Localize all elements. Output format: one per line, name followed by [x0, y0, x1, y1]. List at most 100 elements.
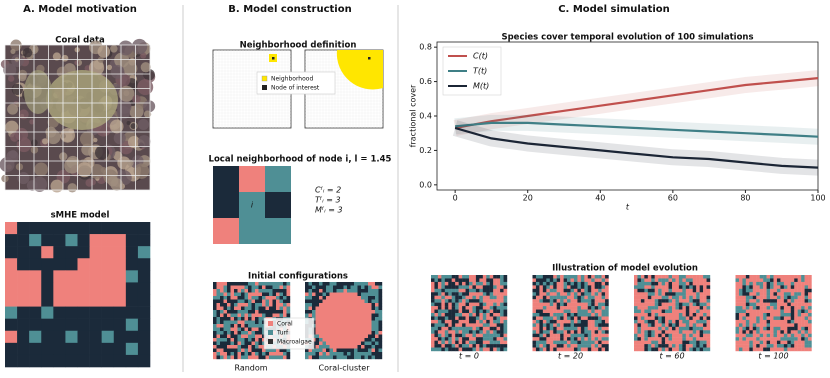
evolution-cell — [798, 337, 802, 341]
evolution-cell — [767, 344, 771, 348]
config-cell — [333, 324, 337, 328]
config-cell — [231, 300, 235, 304]
evolution-cell — [763, 320, 767, 324]
config-cell — [323, 286, 327, 290]
config-cell — [368, 356, 372, 360]
evolution-cell — [462, 282, 466, 286]
evolution-cell — [767, 316, 771, 320]
evolution-cell — [441, 303, 445, 307]
evolution-cell — [441, 285, 445, 289]
config-cell — [276, 352, 280, 356]
evolution-cell — [662, 320, 666, 324]
evolution-cell — [539, 289, 543, 293]
model-cell — [102, 234, 114, 246]
evolution-cell — [564, 337, 568, 341]
evolution-cell — [672, 278, 676, 282]
evolution-cell — [794, 341, 798, 345]
evolution-cell — [588, 344, 592, 348]
evolution-cell — [598, 278, 602, 282]
evolution-cell — [689, 323, 693, 327]
evolution-cell — [472, 316, 476, 320]
evolution-cell — [591, 303, 595, 307]
evolution-cell — [500, 337, 504, 341]
evolution-cell — [780, 341, 784, 345]
evolution-cell — [679, 310, 683, 314]
evolution-cell — [798, 275, 802, 279]
evolution-cell — [567, 327, 571, 331]
config-cell — [217, 314, 221, 318]
evolution-cell — [497, 306, 501, 310]
evolution-cell — [756, 316, 760, 320]
evolution-cell — [770, 296, 774, 300]
config-cell — [368, 314, 372, 318]
evolution-cell — [574, 330, 578, 334]
evolution-cell — [577, 334, 581, 338]
evolution-cell — [644, 306, 648, 310]
evolution-cell — [533, 278, 537, 282]
evolution-cell — [703, 306, 707, 310]
evolution-cell — [693, 341, 697, 345]
config-cell — [252, 317, 256, 321]
panel-title: B. Model construction — [228, 4, 351, 15]
evolution-cell — [665, 337, 669, 341]
photo-texture — [110, 45, 118, 53]
model-cell — [78, 307, 90, 319]
model-cell — [78, 343, 90, 355]
evolution-cell — [742, 327, 746, 331]
config-cell — [326, 310, 330, 314]
model-cell — [78, 246, 90, 258]
neighbor-cell — [213, 166, 239, 192]
evolution-cell — [462, 337, 466, 341]
config-cell — [238, 282, 242, 286]
evolution-cell — [574, 323, 578, 327]
evolution-cell — [756, 306, 760, 310]
evolution-cell — [472, 323, 476, 327]
evolution-cell — [665, 278, 669, 282]
config-cell — [351, 335, 355, 339]
evolution-cell — [805, 323, 809, 327]
config-cell — [354, 317, 358, 321]
config-cell — [238, 349, 242, 353]
evolution-cell — [445, 327, 449, 331]
evolution-cell — [574, 341, 578, 345]
evolution-cell — [794, 275, 798, 279]
evolution-cell — [665, 330, 669, 334]
node — [272, 57, 275, 60]
subtitle: Initial configurations — [248, 272, 348, 282]
evolution-cell — [798, 278, 802, 282]
evolution-cell — [602, 275, 606, 279]
evolution-cell — [651, 306, 655, 310]
evolution-cell — [483, 299, 487, 303]
evolution-cell — [689, 341, 693, 345]
config-cell — [259, 289, 263, 293]
config-cell — [379, 317, 383, 321]
evolution-cell — [546, 310, 550, 314]
evolution-cell — [742, 275, 746, 279]
evolution-cell — [490, 282, 494, 286]
evolution-cell — [739, 316, 743, 320]
evolution-cell — [466, 275, 470, 279]
evolution-cell — [546, 285, 550, 289]
config-cell — [266, 289, 270, 293]
evolution-cell — [462, 296, 466, 300]
model-cell — [29, 246, 41, 258]
config-cell — [351, 331, 355, 335]
evolution-cell — [780, 313, 784, 317]
evolution-cell — [536, 341, 540, 345]
config-cell — [255, 335, 259, 339]
evolution-cell — [669, 341, 673, 345]
evolution-cell — [749, 282, 753, 286]
evolution-cell — [693, 337, 697, 341]
config-cell — [340, 300, 344, 304]
config-cell — [220, 352, 224, 356]
evolution-cell — [466, 320, 470, 324]
evolution-cell — [472, 282, 476, 286]
evolution-cell — [763, 330, 767, 334]
config-cell — [259, 335, 263, 339]
config-cell — [238, 338, 242, 342]
evolution-cell — [665, 282, 669, 286]
legend-label: M(t) — [473, 82, 489, 91]
evolution-cell — [553, 341, 557, 345]
config-cell — [231, 349, 235, 353]
evolution-cell — [749, 341, 753, 345]
